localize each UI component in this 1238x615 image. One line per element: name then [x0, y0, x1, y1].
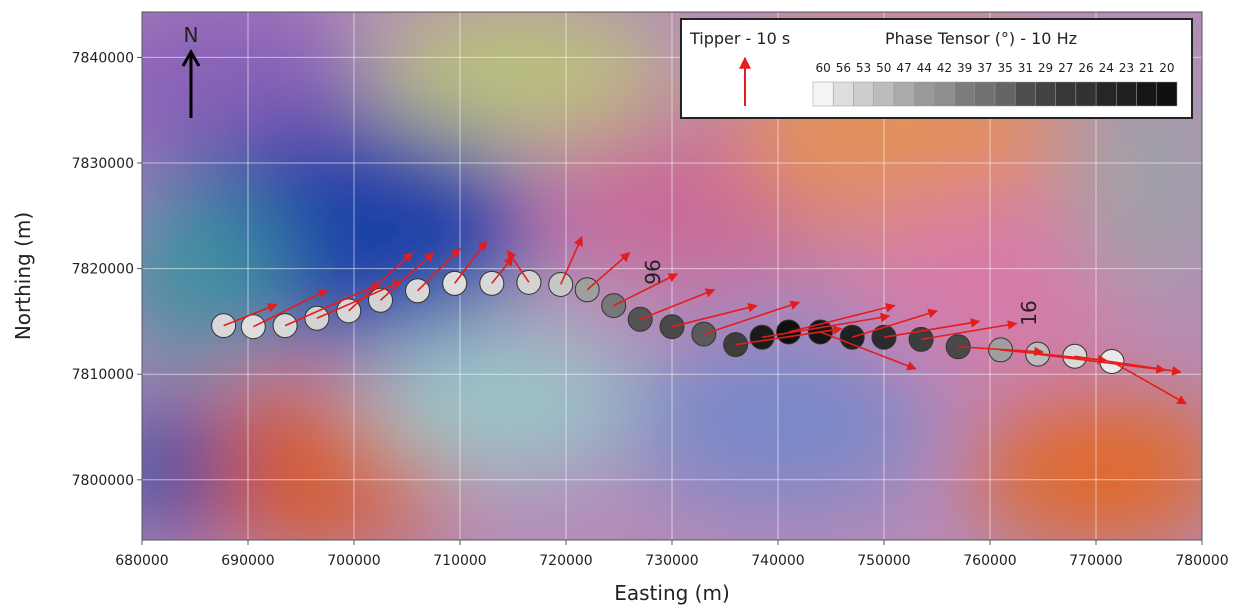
colorbar-label: 20	[1159, 61, 1174, 75]
colorbar-cell	[995, 82, 1015, 106]
colorbar-cell	[914, 82, 934, 106]
colorbar-label: 31	[1018, 61, 1033, 75]
map-figure: N 96 16 Tipper - 10 s Phase Tensor (°) -…	[0, 0, 1238, 611]
x-tick-label: 720000	[539, 553, 592, 569]
colorbar-cell	[813, 82, 833, 106]
colorbar-label: 29	[1038, 61, 1053, 75]
y-tick-label: 7830000	[72, 156, 134, 172]
colorbar-cell	[874, 82, 894, 106]
colorbar-cell	[1076, 82, 1096, 106]
y-axis-label: Northing (m)	[11, 212, 35, 340]
colorbar-cell	[975, 82, 995, 106]
profile-label: 96	[641, 259, 665, 284]
colorbar-label: 35	[997, 61, 1012, 75]
colorbar-label: 24	[1099, 61, 1114, 75]
x-tick-label: 710000	[433, 553, 486, 569]
x-tick-label: 750000	[857, 553, 910, 569]
colorbar-label: 53	[856, 61, 871, 75]
colorbar-label: 23	[1119, 61, 1134, 75]
colorbar-label: 47	[896, 61, 911, 75]
colorbar-label: 21	[1139, 61, 1154, 75]
legend: Tipper - 10 s Phase Tensor (°) - 10 Hz 6…	[681, 19, 1192, 118]
x-tick-label: 760000	[963, 553, 1016, 569]
colorbar-label: 44	[917, 61, 932, 75]
y-tick-label: 7840000	[72, 50, 134, 66]
x-tick-label: 680000	[115, 553, 168, 569]
x-tick-label: 780000	[1175, 553, 1228, 569]
x-tick-label: 770000	[1069, 553, 1122, 569]
colorbar-cell	[1137, 82, 1157, 106]
colorbar-cell	[853, 82, 873, 106]
colorbar-cell	[1035, 82, 1055, 106]
x-tick-label: 730000	[645, 553, 698, 569]
y-tick-label: 7820000	[72, 262, 134, 278]
x-tick-label: 740000	[751, 553, 804, 569]
colorbar-label: 50	[876, 61, 891, 75]
colorbar-label: 56	[836, 61, 851, 75]
colorbar-cell	[1096, 82, 1116, 106]
profile-label: 16	[1017, 300, 1041, 325]
x-tick-label: 690000	[221, 553, 274, 569]
x-tick-label: 700000	[327, 553, 380, 569]
colorbar-label: 26	[1078, 61, 1093, 75]
x-axis-label: Easting (m)	[614, 581, 730, 605]
colorbar-label: 37	[977, 61, 992, 75]
north-label: N	[184, 23, 199, 47]
colorbar-label: 60	[815, 61, 830, 75]
colorbar-cell	[1015, 82, 1035, 106]
colorbar-cell	[1056, 82, 1076, 106]
phase-tensor-station	[241, 315, 265, 339]
colorbar-label: 27	[1058, 61, 1073, 75]
colorbar-label: 42	[937, 61, 952, 75]
colorbar-cell	[1157, 82, 1177, 106]
y-tick-label: 7800000	[72, 473, 134, 489]
colorbar-cell	[894, 82, 914, 106]
colorbar-label: 39	[957, 61, 972, 75]
legend-phase-title: Phase Tensor (°) - 10 Hz	[885, 29, 1077, 48]
colorbar-cell	[934, 82, 954, 106]
colorbar-cell	[1116, 82, 1136, 106]
colorbar-cell	[833, 82, 853, 106]
legend-tipper-title: Tipper - 10 s	[689, 29, 790, 48]
colorbar-cell	[955, 82, 975, 106]
y-tick-label: 7810000	[72, 367, 134, 383]
